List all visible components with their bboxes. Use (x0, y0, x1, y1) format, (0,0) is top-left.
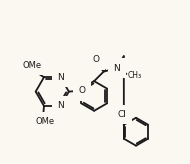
Text: OMe: OMe (22, 61, 41, 70)
Text: N: N (57, 73, 64, 82)
Text: CH₃: CH₃ (127, 71, 141, 80)
Text: OMe: OMe (35, 117, 54, 126)
Text: N: N (57, 102, 64, 110)
Text: N: N (113, 64, 120, 73)
Text: Cl: Cl (118, 110, 127, 119)
Text: O: O (92, 55, 99, 64)
Text: O: O (78, 86, 86, 95)
